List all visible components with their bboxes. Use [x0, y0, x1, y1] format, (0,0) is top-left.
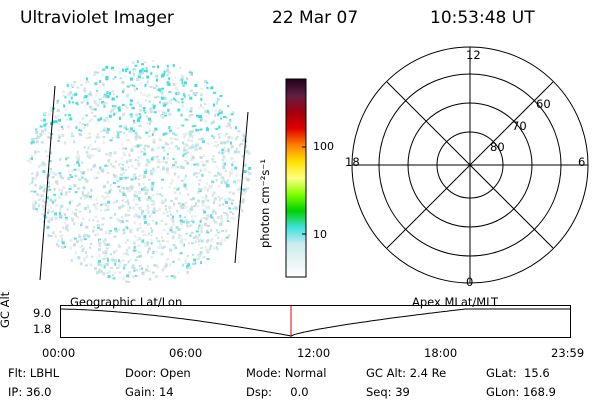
- mlt-label-left: 18: [345, 155, 360, 169]
- colorbar-gradient: [285, 78, 307, 278]
- polar-diagonal-2: [386, 81, 554, 249]
- lat-label-70: 70: [512, 119, 527, 133]
- timeline-ytick-top: 9.0: [33, 306, 52, 320]
- timeline-ytick-bottom: 1.8: [33, 322, 52, 336]
- ip-status: IP: 36.0: [8, 385, 52, 399]
- door-status: Door: Open: [125, 366, 191, 380]
- uv-image-speckles: [26, 60, 252, 283]
- colorbar-tick-label-10: 10: [313, 228, 327, 241]
- mlt-label-top: 12: [466, 48, 481, 62]
- colorbar-tick-label-100: 100: [313, 140, 334, 153]
- timeline-xtick-4: 23:59: [551, 346, 585, 360]
- mode-status: Mode: Normal: [246, 366, 327, 380]
- mlt-label-bottom: 0: [466, 275, 474, 289]
- lat-label-60: 60: [536, 97, 551, 111]
- timeline-ylabel: GC Alt: [0, 291, 12, 328]
- instrument-title: Ultraviolet Imager: [20, 8, 174, 28]
- timeline-xtick-2: 12:00: [297, 346, 331, 360]
- timeline-xtick-0: 00:00: [42, 346, 76, 360]
- gain-status: Gain: 14: [125, 385, 174, 399]
- timeline-frame: [60, 305, 571, 338]
- polar-plot: [351, 46, 589, 284]
- gc-alt-status: GC Alt: 2.4 Re: [366, 366, 447, 380]
- image-edge-right: [234, 111, 249, 264]
- colorbar-unit-label: photon cm⁻²s⁻¹: [258, 159, 272, 248]
- mlt-label-right: 6: [578, 155, 586, 169]
- timeline-plot: [60, 305, 571, 338]
- glat-status: GLat: 15.6: [486, 366, 550, 380]
- observation-date: 22 Mar 07: [272, 8, 359, 28]
- gc-altitude-curve: [60, 308, 570, 337]
- dsp-status: Dsp: 0.0: [246, 385, 309, 399]
- lat-label-80: 80: [490, 140, 505, 154]
- observation-time: 10:53:48 UT: [430, 8, 535, 28]
- colorbar: [285, 78, 307, 278]
- image-edge-left: [39, 85, 56, 281]
- seq-status: Seq: 39: [366, 385, 410, 399]
- filter-status: Flt: LBHL: [8, 366, 60, 380]
- timeline-xtick-3: 18:00: [424, 346, 458, 360]
- timeline-xtick-1: 06:00: [169, 346, 203, 360]
- glon-status: GLon: 168.9: [486, 385, 556, 399]
